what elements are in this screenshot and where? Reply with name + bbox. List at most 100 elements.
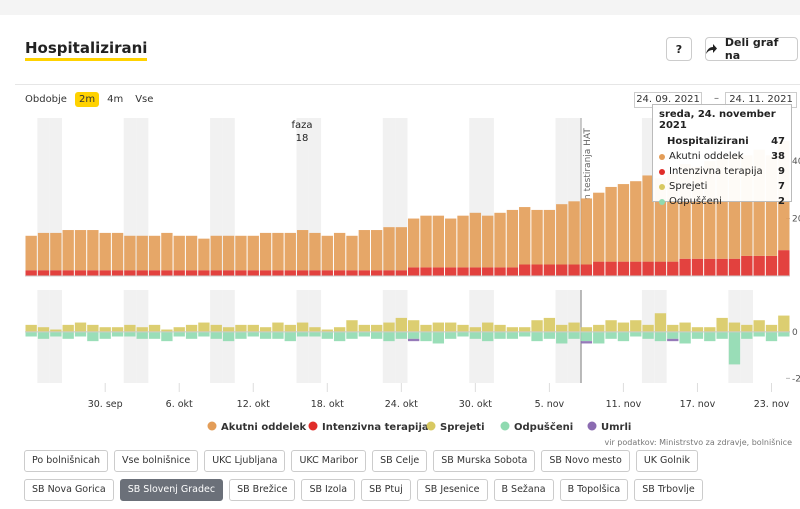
bar [580, 341, 593, 344]
bar [370, 324, 383, 332]
hospital-button[interactable]: B Sežana [493, 479, 554, 501]
hospital-button[interactable]: SB Nova Gorica [24, 479, 114, 501]
bar [210, 331, 222, 339]
bar [630, 331, 642, 337]
bar [87, 270, 99, 276]
bar [309, 270, 321, 276]
hospital-button[interactable]: SB Celje [372, 450, 428, 472]
legend-label: Sprejeti [440, 422, 485, 433]
bar [124, 270, 136, 276]
bar [259, 270, 272, 276]
bar [99, 270, 111, 276]
help-button[interactable]: ? [666, 37, 692, 61]
bar [420, 331, 432, 342]
bar [445, 331, 457, 339]
bar [531, 331, 543, 342]
bar [408, 267, 420, 276]
bar [445, 218, 457, 268]
bar [74, 270, 87, 276]
bar [296, 230, 309, 271]
hospital-button[interactable]: B Topolšica [559, 479, 629, 501]
bar [272, 322, 284, 332]
hospital-button[interactable]: UKC Ljubljana [204, 450, 286, 472]
bar [25, 270, 37, 276]
bar [25, 235, 37, 271]
bar [358, 331, 370, 337]
bar [543, 209, 556, 265]
bar [321, 331, 333, 339]
bar [642, 324, 654, 332]
bar [383, 227, 395, 271]
bar [605, 331, 617, 339]
bar [556, 331, 568, 344]
bar [346, 270, 358, 276]
tooltip-row: Sprejeti 7 [659, 179, 785, 194]
bar [494, 331, 506, 339]
bar [630, 320, 642, 332]
hospital-button[interactable]: Po bolnišnicah [24, 450, 109, 472]
bar [469, 212, 482, 268]
hospital-button[interactable]: SB Slovenj Gradec [119, 479, 224, 501]
share-button[interactable]: Deli graf na [705, 36, 798, 62]
bar [642, 331, 654, 339]
tooltip-value: 38 [771, 151, 785, 162]
bar [432, 215, 445, 268]
bar [691, 327, 704, 332]
bar [753, 331, 765, 337]
bar [50, 329, 62, 332]
bar [556, 264, 568, 276]
bar [765, 324, 778, 332]
bar [173, 270, 185, 276]
tooltip-total-value: 47 [771, 136, 785, 147]
tooltip-label: Intenzivna terapija [669, 166, 763, 177]
hospital-button[interactable]: UKC Maribor [291, 450, 367, 472]
bar [346, 320, 358, 332]
bar [124, 331, 136, 337]
period-button[interactable]: Vse [135, 94, 154, 105]
bar [741, 324, 753, 332]
tooltip-value: 7 [778, 181, 785, 192]
bar [321, 235, 333, 271]
bar [173, 327, 185, 332]
bar [667, 324, 679, 332]
bar [728, 155, 741, 259]
bar [222, 331, 235, 342]
bar [519, 327, 531, 332]
hospital-button[interactable]: SB Trbovlje [634, 479, 703, 501]
bar [284, 232, 296, 271]
hospital-button[interactable]: SB Murska Sobota [433, 450, 536, 472]
period-button[interactable]: 4m [107, 94, 124, 105]
bar [408, 338, 420, 342]
source: vir podatkov: Ministrstvo za zdravje, bo… [604, 438, 793, 447]
bar [482, 322, 494, 332]
hospital-button[interactable]: SB Brežice [229, 479, 296, 501]
hospital-button[interactable]: UK Golnik [635, 450, 699, 472]
bar [605, 186, 617, 262]
x-tick-label: 24. okt [385, 399, 418, 410]
bar [358, 230, 370, 271]
hospital-button[interactable]: SB Jesenice [416, 479, 488, 501]
bar [259, 232, 272, 271]
hospital-button[interactable]: Vse bolnišnice [114, 450, 199, 472]
bar [408, 331, 420, 339]
bar [704, 161, 716, 259]
tooltip-row: Intenzivna terapija 9 [659, 164, 785, 179]
x-tick-label: 17. nov [680, 399, 716, 410]
bar [148, 235, 161, 271]
period-button[interactable]: 2m [74, 92, 100, 107]
bar [531, 320, 543, 332]
hospital-button[interactable]: SB Novo mesto [541, 450, 630, 472]
bar [654, 313, 667, 332]
bar [765, 331, 778, 342]
bar [753, 255, 765, 276]
bar [296, 270, 309, 276]
hospital-button[interactable]: SB Ptuj [361, 479, 411, 501]
share-icon [706, 44, 717, 54]
bar [580, 198, 593, 265]
hospital-button[interactable]: SB Izola [301, 479, 356, 501]
tooltip-total-label: Hospitalizirani [667, 136, 749, 147]
bar [494, 212, 506, 268]
bar [457, 267, 469, 276]
tooltip-label: Akutni oddelek [669, 151, 744, 162]
